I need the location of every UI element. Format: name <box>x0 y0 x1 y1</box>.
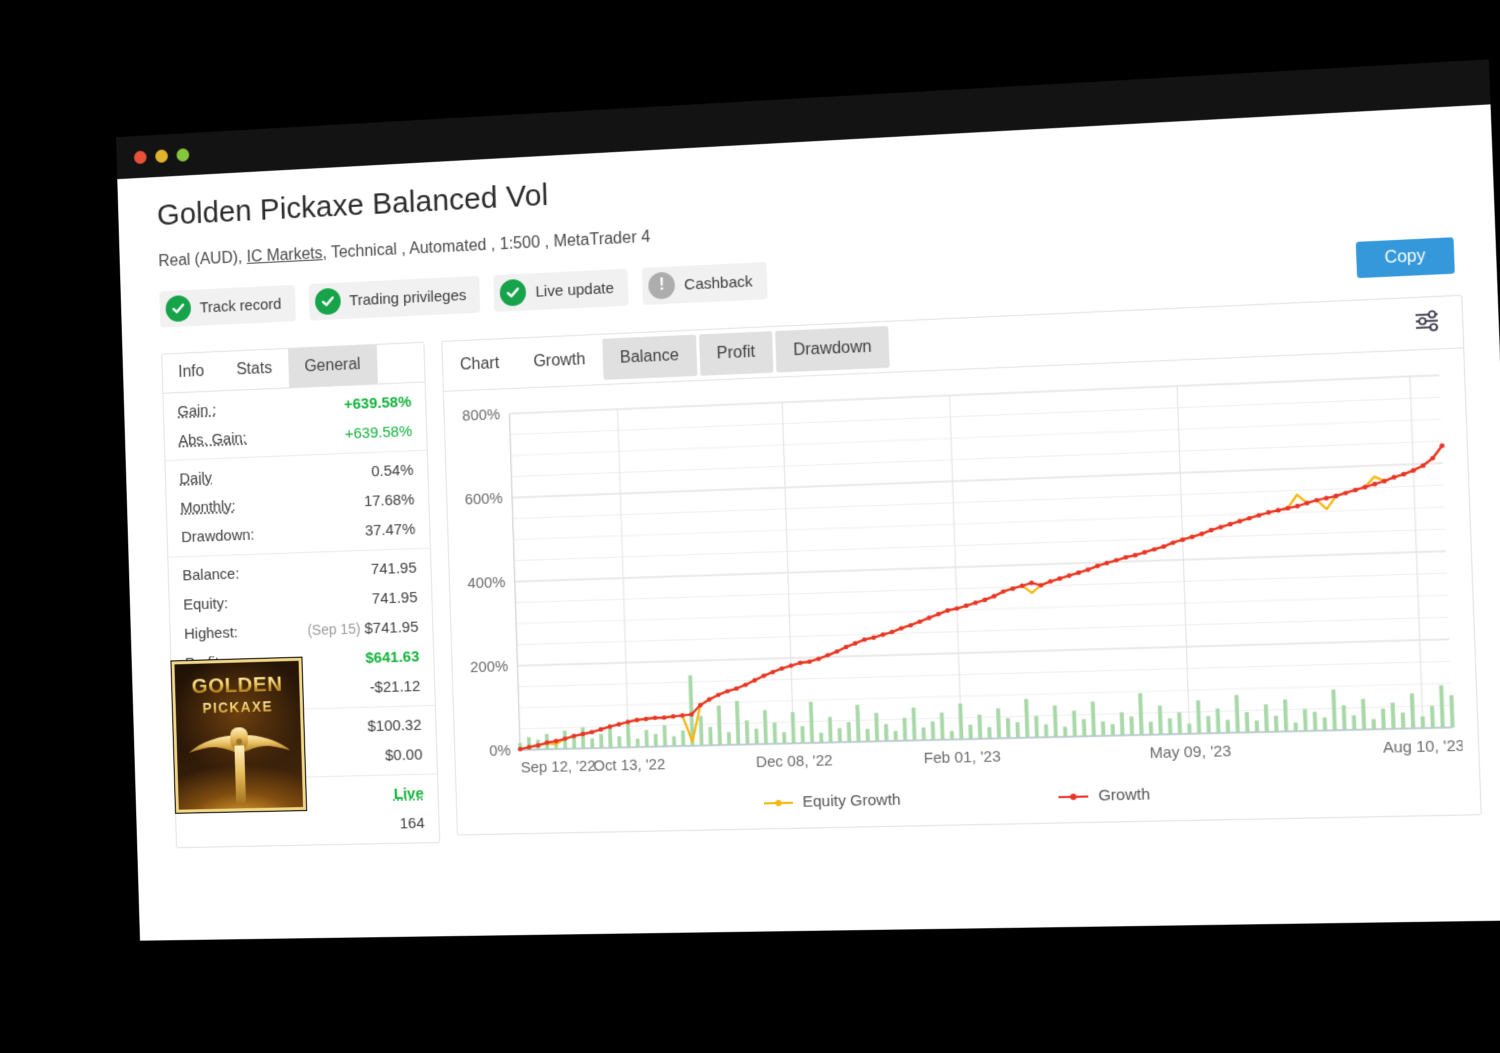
stat-label: Equity: <box>183 595 229 614</box>
svg-text:May 09, '23: May 09, '23 <box>1149 744 1231 762</box>
sliders-icon[interactable] <box>1404 301 1452 345</box>
stat-value: $641.63 <box>365 648 420 668</box>
stat-value: +639.58% <box>344 422 413 443</box>
svg-text:600%: 600% <box>465 491 503 508</box>
svg-text:200%: 200% <box>470 659 509 676</box>
badge-live-update[interactable]: Live update <box>493 268 629 312</box>
legend-item-growth[interactable]: Growth <box>1058 785 1151 806</box>
badge-cashback[interactable]: ! Cashback <box>641 261 768 306</box>
stat-label: Drawdown: <box>181 526 255 547</box>
stats-panel: Info Stats General Gain : +639.58% Abs. … <box>161 341 441 849</box>
svg-text:800%: 800% <box>462 407 500 424</box>
svg-text:Sep 12, '22: Sep 12, '22 <box>521 759 596 777</box>
check-icon <box>314 287 341 316</box>
svg-text:Feb 01, '23: Feb 01, '23 <box>923 749 1001 767</box>
status-badge: Live <box>393 785 424 804</box>
svg-text:0%: 0% <box>489 743 511 760</box>
stat-value: 164 <box>399 814 425 833</box>
stat-group-gain: Gain : +639.58% Abs. Gain: +639.58% <box>163 383 426 461</box>
badge-track-record[interactable]: Track record <box>159 284 296 328</box>
legend-label: Growth <box>1098 785 1151 805</box>
main-columns: Info Stats General Gain : +639.58% Abs. … <box>161 294 1482 849</box>
svg-text:Oct 13, '22: Oct 13, '22 <box>593 757 666 775</box>
exclamation-icon: ! <box>648 271 676 300</box>
stat-label: Abs. Gain: <box>178 429 247 450</box>
broker-link[interactable]: IC Markets <box>246 244 323 266</box>
window-maximize-dot[interactable] <box>176 147 190 162</box>
window-minimize-dot[interactable] <box>155 148 169 163</box>
product-subtitle: PICKAXE <box>202 698 274 717</box>
stat-row-count: 164 <box>190 809 425 843</box>
badge-label: Trading privileges <box>348 286 467 310</box>
stat-value: 37.47% <box>364 520 416 540</box>
badge-label: Live update <box>535 279 615 301</box>
svg-text:400%: 400% <box>467 575 505 592</box>
stat-label: Gain : <box>177 401 217 421</box>
stat-group-performance: Daily 0.54% Monthly: 17.68% Drawdown: 37… <box>165 449 430 557</box>
badge-label: Cashback <box>683 272 753 294</box>
tab-profit[interactable]: Profit <box>698 331 774 376</box>
window-close-dot[interactable] <box>133 149 147 164</box>
tab-general[interactable]: General <box>288 344 379 388</box>
page-content: Golden Pickaxe Balanced Vol Real (AUD), … <box>117 104 1500 941</box>
check-icon <box>499 278 527 307</box>
account-meta-rest: , Technical , Automated , 1:500 , MetaTr… <box>322 228 651 263</box>
check-icon <box>165 294 192 323</box>
badge-label: Track record <box>199 295 282 317</box>
chart-panel: Chart Growth Balance Profit Drawdown <box>441 294 1482 836</box>
browser-window: Golden Pickaxe Balanced Vol Real (AUD), … <box>116 59 1500 941</box>
stat-label: Balance: <box>182 565 240 585</box>
legend-label: Equity Growth <box>802 791 901 811</box>
legend-item-equity-growth[interactable]: Equity Growth <box>764 791 901 812</box>
copy-button[interactable]: Copy <box>1355 237 1455 279</box>
tab-stats[interactable]: Stats <box>220 348 290 391</box>
legend-swatch <box>764 799 794 806</box>
verification-badges: Track record Trading privileges Live upd… <box>159 228 1461 328</box>
stat-label: Highest: <box>183 624 239 643</box>
stat-value: 17.68% <box>363 491 415 511</box>
stat-value: $0.00 <box>384 746 423 765</box>
product-image-golden-pickaxe: GOLDEN PICKAXE <box>171 657 307 813</box>
tab-chart[interactable]: Chart <box>459 354 500 374</box>
legend-swatch <box>1058 793 1089 800</box>
stat-value-wrap: (Sep 15) $741.95 <box>307 619 419 640</box>
stat-value: -$21.12 <box>369 677 421 697</box>
chart-area: 0% 200% 400% 600% 800% Sep 12, '22 Oct 13, '22… <box>444 348 1479 792</box>
tab-info[interactable]: Info <box>162 351 222 393</box>
stat-value: $741.95 <box>364 618 419 638</box>
tab-growth[interactable]: Growth <box>515 338 604 384</box>
stat-value: $100.32 <box>367 716 422 736</box>
stat-label: Daily <box>179 469 213 488</box>
account-type: Real (AUD), <box>158 249 243 271</box>
pickaxe-icon <box>181 718 297 813</box>
stat-value: 741.95 <box>370 559 417 579</box>
product-title: GOLDEN <box>191 672 283 699</box>
stat-value: +639.58% <box>343 393 412 414</box>
stat-value: 0.54% <box>370 461 414 481</box>
badge-trading-privileges[interactable]: Trading privileges <box>308 275 481 321</box>
highest-date: (Sep 15) <box>307 620 361 639</box>
stat-label: Monthly: <box>180 497 236 517</box>
tab-drawdown[interactable]: Drawdown <box>774 325 891 373</box>
svg-text:Aug 10, '23: Aug 10, '23 <box>1383 738 1464 757</box>
svg-text:Dec 08, '22: Dec 08, '22 <box>756 753 833 771</box>
stat-value: 741.95 <box>371 588 418 608</box>
tab-balance[interactable]: Balance <box>601 334 697 380</box>
